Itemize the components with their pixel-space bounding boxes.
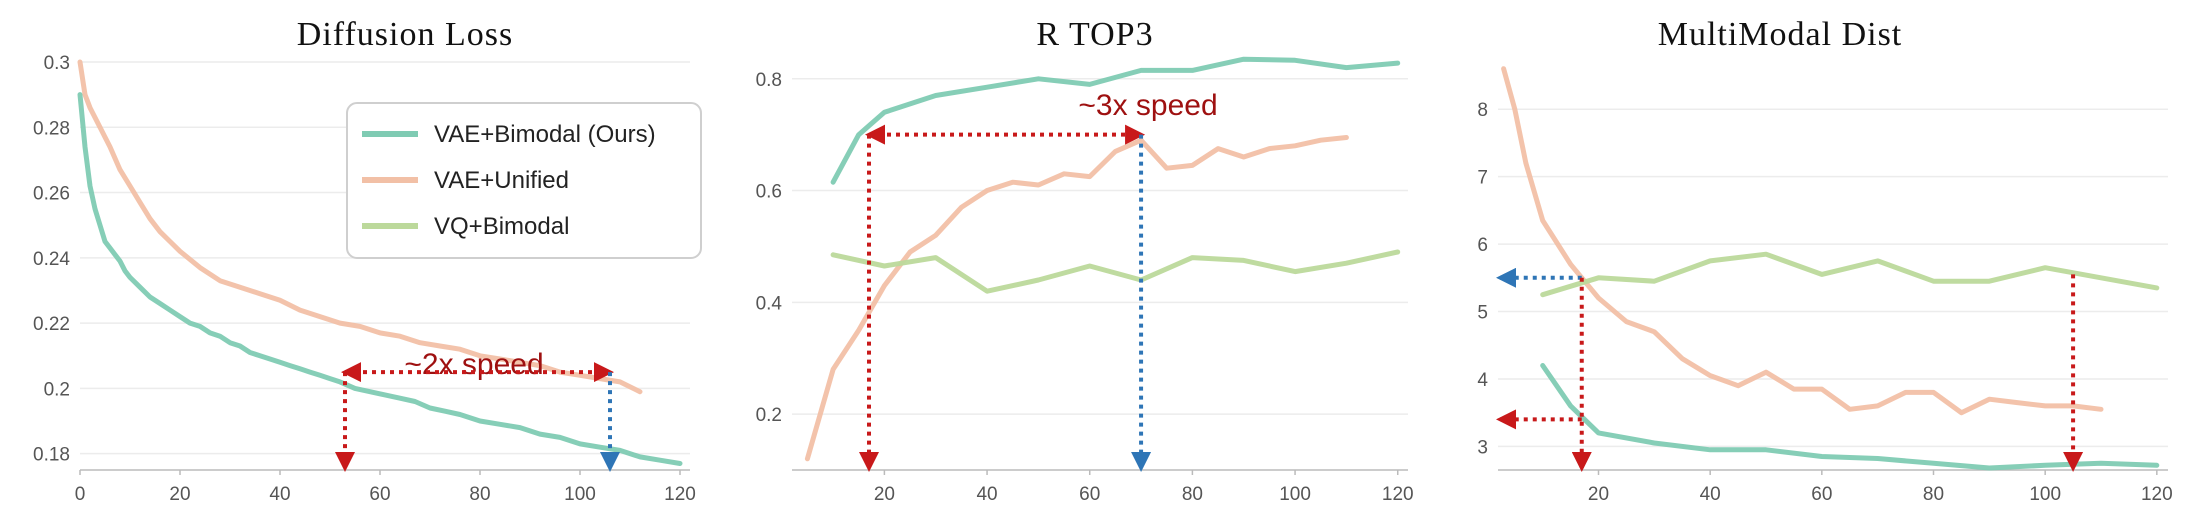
series-line bbox=[830, 56, 1401, 185]
panel-diffusion-loss: Diffusion Loss 0.180.20.220.240.260.280.… bbox=[33, 16, 702, 505]
annotation-label: ~3x speed bbox=[1078, 89, 1217, 122]
x-tick-label: 60 bbox=[369, 484, 390, 505]
legend-label-vq-bimodal: VQ+Bimodal bbox=[434, 213, 569, 240]
x-tick-label: 80 bbox=[1923, 484, 1944, 505]
x-tick-label: 80 bbox=[1182, 484, 1203, 505]
grid bbox=[1498, 108, 2168, 448]
annotation-layer: ~3x speed bbox=[859, 89, 1218, 472]
panel-multimodal-dist: MultiModal Dist 3 4 5 6 7 8 20 40 60 80 100 120 bbox=[1477, 16, 2172, 505]
chart-title: MultiModal Dist bbox=[1658, 16, 1903, 53]
series-line bbox=[804, 135, 1349, 462]
y-tick-label: 0.6 bbox=[756, 182, 782, 203]
annotation-layer: ~2x speed bbox=[335, 348, 620, 472]
series-line bbox=[830, 249, 1401, 294]
y-tick-label: 8 bbox=[1477, 100, 1488, 121]
x-tick-label: 0 bbox=[75, 484, 86, 505]
series-line bbox=[1540, 251, 2160, 298]
series-line bbox=[1501, 66, 2104, 416]
y-tick-label: 0.24 bbox=[33, 249, 70, 270]
x-tick-label: 100 bbox=[564, 484, 596, 505]
series-layer bbox=[804, 56, 1401, 462]
y-tick-label: 4 bbox=[1477, 370, 1488, 391]
x-tick-label: 80 bbox=[469, 484, 490, 505]
series-layer bbox=[1501, 66, 2160, 471]
panel-r-top3: R TOP3 0.2 0.4 0.6 0.8 20 40 60 80 100 120 ~3x sp… bbox=[756, 16, 1414, 505]
y-tick-label: 7 bbox=[1477, 168, 1488, 189]
x-tick-label: 120 bbox=[1382, 484, 1414, 505]
y-tick-label: 0.2 bbox=[756, 405, 782, 426]
chart-title: R TOP3 bbox=[1036, 16, 1153, 53]
x-tick-label: 20 bbox=[169, 484, 190, 505]
y-tick-label: 0.8 bbox=[756, 70, 782, 91]
x-tick-label: 40 bbox=[1700, 484, 1721, 505]
series-line bbox=[77, 92, 683, 466]
y-tick-label: 5 bbox=[1477, 303, 1488, 324]
legend-label-vae-bimodal: VAE+Bimodal (Ours) bbox=[434, 121, 656, 148]
annotation-label: ~2x speed bbox=[404, 348, 543, 381]
x-tick-label: 40 bbox=[269, 484, 290, 505]
axes: 0.18 0.2 0.22 0.24 0.26 0.28 0.3 0 20 40 60 80 100 12… bbox=[33, 53, 696, 505]
x-tick-label: 100 bbox=[2029, 484, 2061, 505]
annotation-layer bbox=[1496, 267, 2084, 472]
x-tick-label: 120 bbox=[664, 484, 696, 505]
y-tick-label: 0.18 bbox=[33, 445, 70, 466]
y-tick-label: 0.2 bbox=[44, 379, 70, 400]
y-tick-label: 0.3 bbox=[44, 53, 70, 74]
series-line bbox=[1540, 363, 2160, 471]
grid bbox=[792, 78, 1408, 415]
legend-box bbox=[346, 102, 702, 259]
y-tick-label: 0.22 bbox=[33, 314, 70, 335]
axes: 3 4 5 6 7 8 20 40 60 80 100 120 bbox=[1477, 100, 2172, 505]
x-tick-label: 60 bbox=[1811, 484, 1832, 505]
y-tick-label: 0.26 bbox=[33, 184, 70, 205]
y-tick-label: 3 bbox=[1477, 437, 1488, 458]
legend: VAE+Bimodal (Ours) VAE+Unified VQ+Bimoda… bbox=[346, 102, 702, 259]
x-tick-label: 20 bbox=[1588, 484, 1609, 505]
x-tick-label: 120 bbox=[2141, 484, 2173, 505]
x-tick-label: 20 bbox=[874, 484, 895, 505]
y-tick-label: 6 bbox=[1477, 235, 1488, 256]
x-tick-label: 60 bbox=[1079, 484, 1100, 505]
axes: 0.2 0.4 0.6 0.8 20 40 60 80 100 120 bbox=[756, 70, 1414, 505]
y-tick-label: 0.4 bbox=[756, 293, 783, 314]
x-tick-label: 40 bbox=[976, 484, 997, 505]
y-tick-label: 0.28 bbox=[33, 118, 70, 139]
chart-title: Diffusion Loss bbox=[297, 16, 513, 53]
x-tick-label: 100 bbox=[1279, 484, 1311, 505]
legend-label-vae-unified: VAE+Unified bbox=[434, 167, 569, 194]
